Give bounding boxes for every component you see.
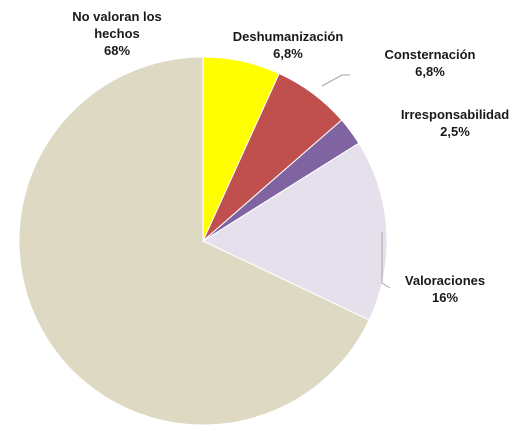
slice-label: Consternación 6,8% [365, 46, 495, 80]
leader-line [381, 232, 391, 289]
pie-slice [18, 56, 370, 426]
value-label: 68% [103, 43, 131, 58]
value-label: 16% [431, 290, 459, 305]
value-label: 6,8% [415, 64, 445, 79]
category-label: Valoraciones [404, 273, 486, 288]
value-label: 2,5% [440, 124, 470, 139]
category-label: Consternación [384, 47, 476, 62]
slice-label: Valoraciones 16% [385, 272, 505, 306]
pie-slice [201, 142, 388, 321]
category-label: Irresponsabilidad [400, 107, 510, 122]
pie [18, 56, 388, 426]
slice-label: Irresponsabilidad 2,5% [385, 106, 523, 140]
category-label: No valoran los hechos [72, 9, 162, 41]
category-label: Deshumanización [232, 29, 344, 44]
value-label: 6,8% [273, 46, 303, 61]
slice-label: Deshumanización 6,8% [223, 28, 353, 62]
leader-line [321, 74, 350, 87]
slice-label: No valoran los hechos 68% [57, 8, 177, 59]
